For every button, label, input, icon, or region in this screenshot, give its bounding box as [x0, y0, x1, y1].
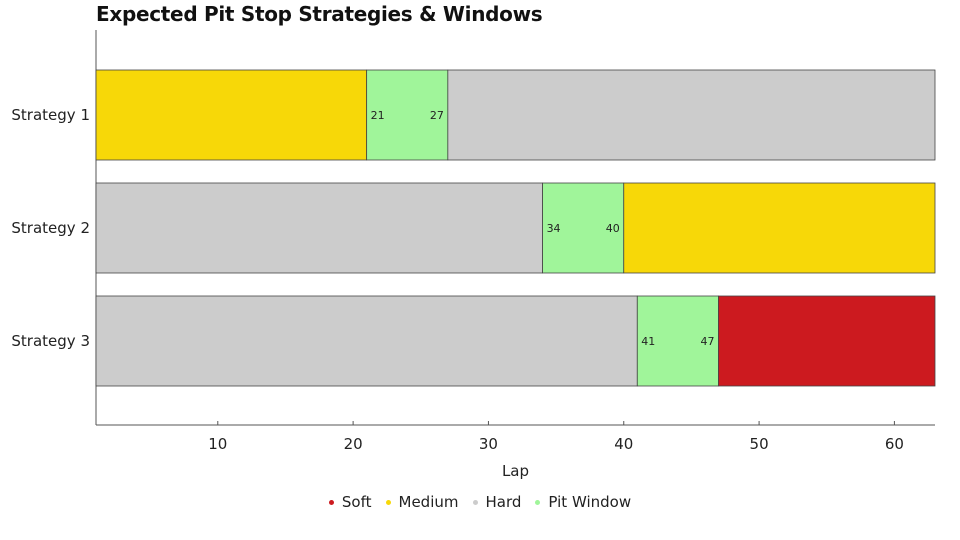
y-tick-label: Strategy 2: [11, 219, 90, 237]
legend-label: Hard: [485, 493, 522, 511]
bar-segment-pit-window: [542, 182, 625, 274]
chart-title: Expected Pit Stop Strategies & Windows: [96, 2, 543, 26]
legend-marker: [328, 499, 334, 505]
bar-segment-hard: [95, 295, 638, 387]
chart-legend: Soft Medium Hard Pit Window: [0, 493, 960, 511]
y-tick-label: Strategy 3: [11, 332, 90, 350]
bar-segment-medium: [95, 69, 368, 161]
legend-marker: [535, 499, 541, 505]
x-tick-label: 40: [614, 435, 633, 453]
bar-segment-soft: [718, 295, 936, 387]
legend-item: Medium: [385, 493, 459, 511]
window-end-label: 47: [700, 335, 714, 348]
legend-marker: [472, 499, 478, 505]
x-tick-label: 60: [885, 435, 904, 453]
x-tick-label: 50: [750, 435, 769, 453]
window-start-label: 41: [641, 335, 655, 348]
x-tick-label: 20: [344, 435, 363, 453]
bar-segment-medium: [623, 182, 936, 274]
bar-segment-hard: [447, 69, 936, 161]
x-tick-label: 30: [479, 435, 498, 453]
x-axis-label: Lap: [502, 462, 529, 480]
window-end-label: 27: [430, 109, 444, 122]
window-start-label: 21: [371, 109, 385, 122]
legend-label: Medium: [398, 493, 459, 511]
window-end-label: 40: [606, 222, 620, 235]
legend-marker: [385, 499, 391, 505]
legend-label: Soft: [341, 493, 372, 511]
bar-segment-pit-window: [636, 295, 719, 387]
window-start-label: 34: [547, 222, 561, 235]
x-tick-label: 10: [208, 435, 227, 453]
legend-item: Soft: [328, 493, 372, 511]
bar-segment-hard: [95, 182, 543, 274]
y-tick-label: Strategy 1: [11, 106, 90, 124]
legend-item: Pit Window: [535, 493, 631, 511]
bar-segment-pit-window: [366, 69, 449, 161]
legend-label: Pit Window: [548, 493, 632, 511]
legend-item: Hard: [472, 493, 522, 511]
